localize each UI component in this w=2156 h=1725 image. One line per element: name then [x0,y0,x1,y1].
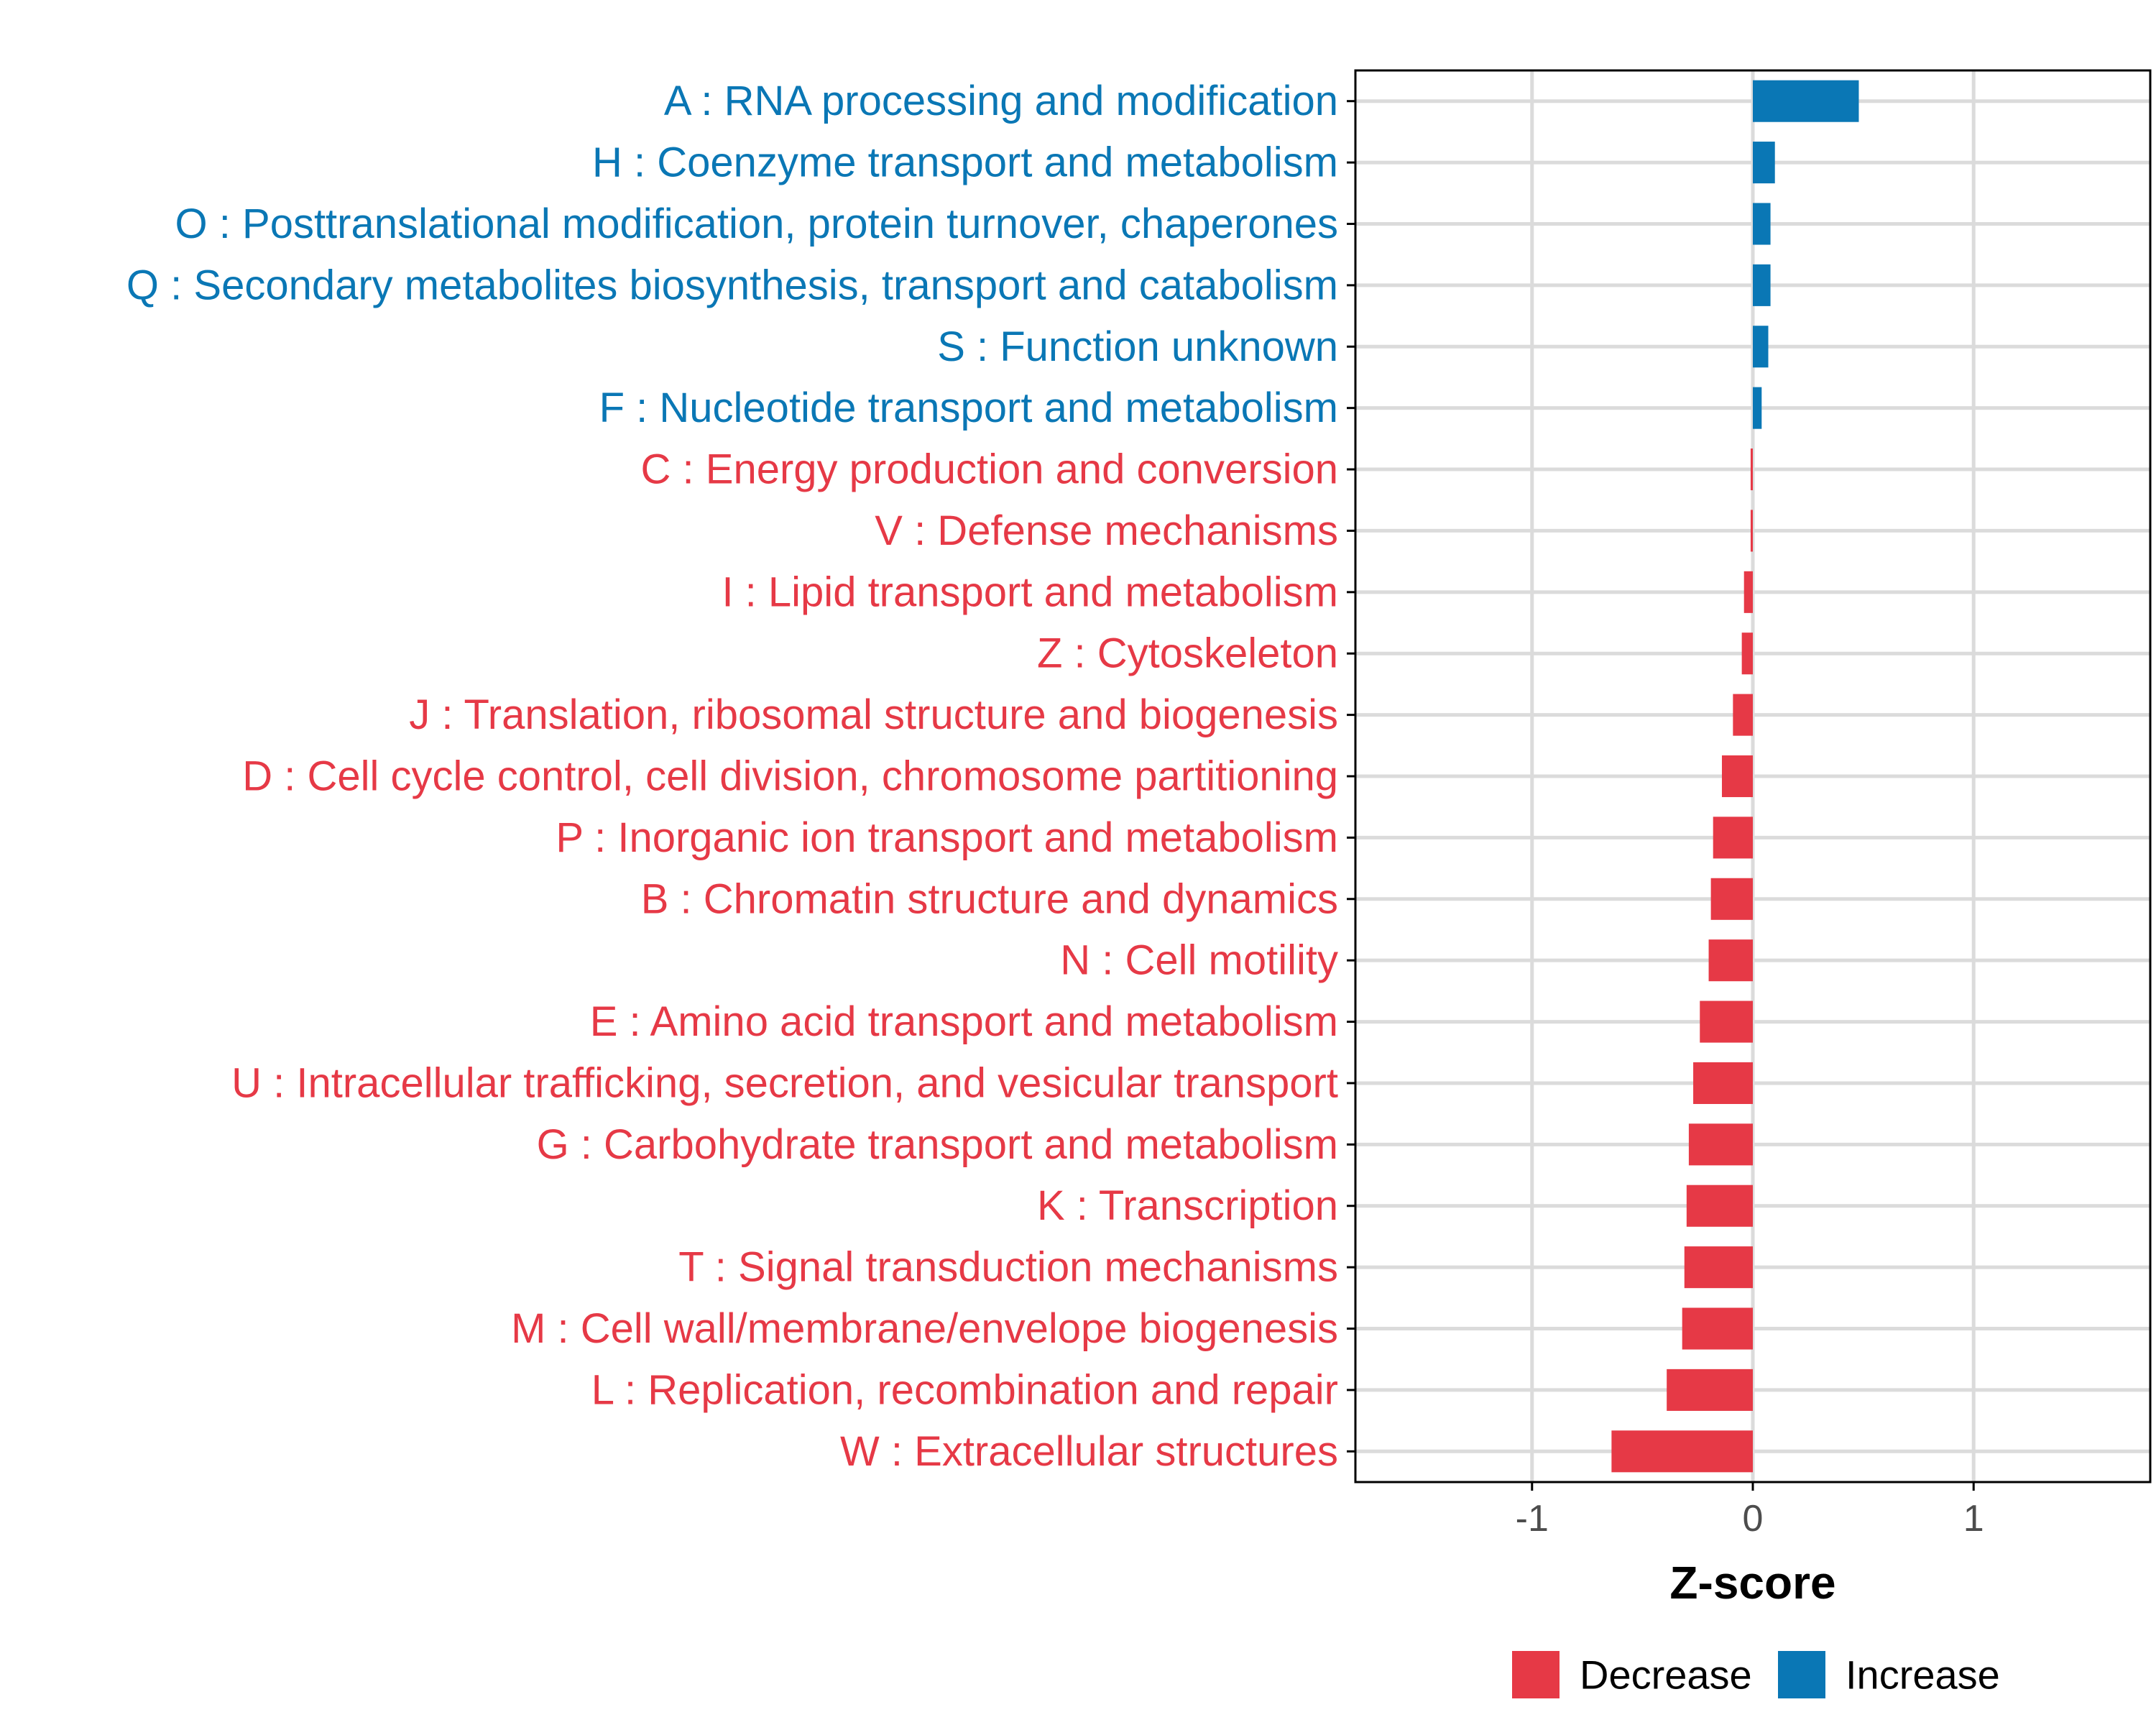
category-label: U : Intracellular trafficking, secretion… [231,1059,1338,1106]
bar-l [1667,1368,1753,1411]
category-label: G : Carbohydrate transport and metabolis… [537,1121,1338,1168]
y-axis-labels: A : RNA processing and modification H : C… [126,78,1338,1475]
bar-c [1750,448,1753,491]
bar-a [1753,80,1859,122]
category-label: K : Transcription [1037,1182,1338,1229]
category-label: V : Defense mechanisms [875,507,1338,554]
legend-label-increase: Increase [1846,1652,2000,1698]
category-label: M : Cell wall/membrane/envelope biogenes… [511,1305,1338,1352]
legend-key-decrease [1512,1651,1560,1698]
category-label: I : Lipid transport and metabolism [722,569,1338,615]
legend: Decrease Increase [1512,1651,2000,1698]
bars [1611,80,1859,1473]
legend-label-decrease: Decrease [1580,1652,1752,1698]
bar-z [1741,632,1753,675]
x-tick-label: -1 [1516,1498,1549,1540]
category-label: W : Extracellular structures [840,1428,1338,1475]
bar-v [1750,510,1753,552]
bar-k [1686,1184,1753,1227]
bar-b [1710,878,1753,920]
bar-g [1688,1123,1753,1166]
bar-j [1733,694,1753,736]
category-label: L : Replication, recombination and repai… [591,1366,1338,1413]
bar-q [1753,264,1771,306]
x-tick-label: 1 [1963,1498,1984,1540]
bar-p [1713,816,1753,859]
category-label: Q : Secondary metabolites biosynthesis, … [126,262,1338,308]
x-axis-title: Z-score [1669,1557,1835,1609]
category-label: J : Translation, ribosomal structure and… [409,691,1338,738]
bar-n [1708,939,1753,982]
bar-u [1693,1062,1753,1104]
bar-s [1753,326,1769,368]
category-label: F : Nucleotide transport and metabolism [599,385,1338,431]
category-label: D : Cell cycle control, cell division, c… [242,753,1338,800]
category-label: E : Amino acid transport and metabolism [590,998,1338,1045]
category-label: T : Signal transduction mechanisms [678,1244,1338,1291]
category-label: P : Inorganic ion transport and metaboli… [556,814,1338,861]
x-axis-ticks: -1 0 1 [1516,1482,1984,1540]
bar-i [1743,571,1753,613]
category-label: A : RNA processing and modification [664,78,1338,124]
category-label: H : Coenzyme transport and metabolism [592,139,1338,186]
bar-t [1684,1246,1753,1289]
bar-e [1700,1000,1753,1043]
category-label: O : Posttranslational modification, prot… [175,201,1338,247]
bar-d [1721,755,1753,798]
y-axis-ticks [1347,100,1355,1453]
category-label: C : Energy production and conversion [641,446,1338,493]
x-tick-label: 0 [1743,1498,1764,1540]
bar-w [1611,1430,1753,1473]
bar-o [1753,203,1771,245]
category-label: Z : Cytoskeleton [1037,630,1338,677]
category-label: B : Chromatin structure and dynamics [641,875,1338,922]
category-label: S : Function unknown [937,323,1338,370]
bar-m [1682,1307,1753,1350]
bar-f [1753,387,1762,429]
legend-key-increase [1778,1651,1825,1698]
category-label: N : Cell motility [1060,937,1338,984]
bar-h [1753,142,1775,184]
